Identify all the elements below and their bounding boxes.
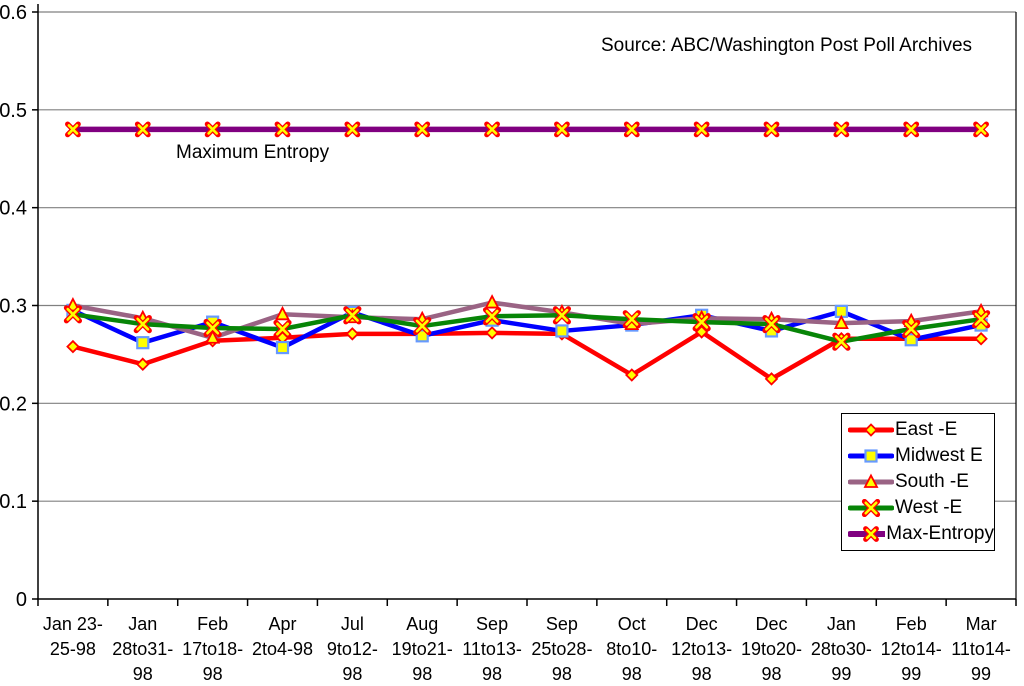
data-point-marker: [832, 332, 851, 351]
legend-key-west-e: [848, 499, 894, 517]
data-point-marker: [345, 327, 360, 341]
data-point-marker: [763, 121, 780, 138]
legend-label-west-e: West -E: [895, 497, 963, 518]
data-point-marker: [415, 329, 429, 343]
data-point-marker: [343, 306, 362, 325]
data-point-marker: [484, 121, 500, 138]
x-tick-label: Jul 9to12-98: [327, 614, 378, 684]
x-tick-label: Oct 8to10-98: [606, 614, 657, 684]
data-point-marker: [275, 340, 290, 355]
data-point-marker: [764, 372, 779, 386]
data-point-marker: [66, 339, 80, 354]
y-tick-label: 0.1: [0, 491, 27, 513]
legend-key-midwest-e: [848, 449, 894, 463]
data-point-marker: [203, 318, 222, 338]
x-tick-label: Jan 28to30-99: [811, 614, 872, 684]
data-point-marker: [344, 121, 361, 138]
series-west-e: [63, 305, 991, 351]
data-point-marker: [275, 305, 290, 321]
x-tick-label: Feb 12to14-99: [881, 614, 942, 684]
legend-label-east-e: East -E: [895, 419, 958, 440]
data-point-marker: [414, 121, 431, 138]
y-tick-label: 0: [16, 589, 27, 611]
data-point-marker: [693, 121, 710, 138]
legend-item-east-e: East -E: [848, 419, 994, 441]
data-point-marker: [863, 526, 879, 542]
y-tick-label: 0.6: [0, 2, 27, 24]
x-tick-label: Jan 23-25-98: [43, 614, 103, 659]
legend-label-midwest-e: Midwest E: [895, 445, 983, 466]
x-tick-label: Jan 28to31-98: [112, 614, 173, 684]
y-tick-label: 0.4: [0, 198, 27, 220]
legend-key-south-e: [848, 473, 894, 488]
data-point-marker: [861, 499, 881, 517]
data-point-marker: [762, 314, 781, 334]
data-point-marker: [864, 423, 878, 437]
x-tick-label: Dec 19to20-98: [741, 614, 802, 684]
data-point-marker: [863, 473, 879, 488]
data-point-marker: [971, 310, 991, 329]
max-entropy-annotation: Maximum Entropy: [176, 142, 330, 163]
data-point-marker: [205, 329, 221, 344]
y-tick-label: 0.2: [0, 393, 27, 415]
legend-label-south-e: South -E: [895, 471, 969, 492]
data-point-marker: [273, 319, 292, 339]
data-point-marker: [274, 121, 291, 138]
legend-item-midwest-e: Midwest E: [848, 445, 994, 467]
data-point-marker: [136, 357, 150, 371]
y-tick-label: 0.5: [0, 100, 27, 122]
series-line-south-e: [70, 300, 984, 341]
data-point-marker: [694, 325, 709, 339]
data-point-marker: [485, 326, 499, 340]
series-max-entropy: [65, 121, 989, 138]
data-point-marker: [133, 314, 152, 334]
series-line-west-e: [70, 312, 984, 344]
data-point-marker: [63, 305, 83, 324]
legend-key-east-e: [848, 423, 894, 437]
data-point-marker: [902, 319, 921, 339]
data-point-marker: [623, 121, 640, 138]
data-point-marker: [554, 121, 570, 138]
data-point-marker: [904, 333, 918, 347]
data-point-marker: [65, 297, 81, 312]
data-point-marker: [974, 331, 988, 346]
legend-item-max-entropy: Max-Entropy: [848, 523, 994, 545]
data-point-marker: [833, 314, 849, 330]
data-point-marker: [413, 316, 432, 336]
data-point-marker: [136, 336, 150, 350]
data-point-marker: [622, 310, 641, 329]
x-tick-label: Feb 17to18-98: [182, 614, 243, 684]
legend-key-max-entropy: [848, 526, 886, 542]
legend-label-max-entropy: Max-Entropy: [886, 523, 994, 544]
series-line-east-e: [70, 329, 984, 382]
legend: East -E Midwest E South -E West -E Max-Entro…: [841, 413, 995, 551]
data-point-marker: [625, 368, 639, 382]
data-point-marker: [552, 306, 572, 325]
data-point-marker: [973, 121, 989, 138]
legend-item-west-e: West -E: [848, 497, 994, 519]
data-point-marker: [555, 324, 569, 338]
data-point-marker: [692, 313, 711, 332]
data-point-marker: [864, 449, 878, 463]
data-point-marker: [482, 307, 502, 326]
data-point-marker: [65, 121, 81, 138]
data-point-marker: [903, 121, 920, 138]
x-tick-label: Sep 25to28-98: [531, 614, 592, 684]
x-tick-label: Aug 19to21-98: [392, 614, 453, 684]
x-tick-label: Dec 12to13-98: [671, 614, 732, 684]
y-tick-label: 0.3: [0, 296, 27, 318]
source-annotation: Source: ABC/Washington Post Poll Archive…: [601, 35, 973, 56]
data-point-marker: [134, 121, 151, 138]
legend-item-south-e: South -E: [848, 471, 994, 493]
data-point-marker: [204, 121, 221, 138]
x-tick-label: Apr 2to4-98: [252, 614, 313, 659]
x-tick-label: Mar 11to14-99: [951, 614, 1011, 684]
data-point-marker: [484, 294, 500, 309]
x-tick-label: Sep 11to13-98: [462, 614, 522, 684]
data-point-marker: [833, 121, 850, 138]
